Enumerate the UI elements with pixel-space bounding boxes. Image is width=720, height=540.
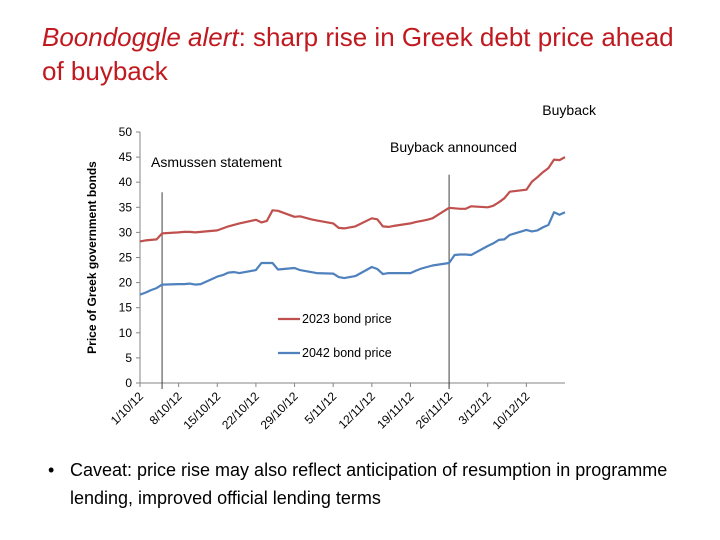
chart-axes bbox=[136, 131, 565, 387]
x-tick-label: 19/11/12 bbox=[374, 389, 417, 432]
y-tick-label: 50 bbox=[119, 125, 133, 139]
annotation-asmussen: Asmussen statement bbox=[151, 154, 282, 170]
price-chart: 0 5 10 15 20 25 30 35 40 45 50 Price of Greek gover… bbox=[85, 102, 597, 432]
bullet-text: Caveat: price rise may also reflect anti… bbox=[70, 460, 668, 508]
x-tick-label: 12/11/12 bbox=[336, 389, 379, 432]
legend-label-1: 2023 bond price bbox=[302, 312, 392, 326]
slide-title: Boondoggle alert: sharp rise in Greek de… bbox=[42, 20, 702, 88]
y-tick-label: 5 bbox=[125, 351, 132, 365]
annotation-buyback: Buyback bbox=[542, 102, 597, 118]
y-tick-label: 40 bbox=[119, 175, 133, 189]
chart-marks bbox=[139, 156, 566, 389]
x-tick-label: 29/10/12 bbox=[258, 389, 301, 432]
y-tick-label: 25 bbox=[119, 251, 133, 265]
x-tick-label: 10/12/12 bbox=[490, 389, 533, 432]
y-tick-label: 35 bbox=[119, 200, 133, 214]
annotation-buyback-announced: Buyback announced bbox=[390, 139, 517, 155]
y-tick-label: 15 bbox=[119, 301, 133, 315]
x-tick-label: 5/11/12 bbox=[302, 389, 340, 427]
y-tick-label: 10 bbox=[119, 326, 133, 340]
bullet-marker: • bbox=[48, 460, 55, 480]
x-tick-label: 8/10/12 bbox=[147, 389, 185, 427]
y-tick-label: 30 bbox=[119, 225, 133, 239]
y-tick-label: 0 bbox=[125, 376, 132, 390]
y-tick-label: 20 bbox=[119, 276, 133, 290]
series-line-2 bbox=[139, 211, 566, 296]
slide-title-italic: Boondoggle alert bbox=[42, 22, 239, 52]
x-tick-label: 26/11/12 bbox=[413, 389, 456, 432]
slide-title-rest: : sharp rise in Greek debt price ahead o… bbox=[42, 22, 674, 86]
x-tick-label: 22/10/12 bbox=[219, 389, 262, 432]
legend-label-2: 2042 bond price bbox=[302, 346, 392, 360]
y-tick-label: 45 bbox=[119, 150, 133, 164]
y-axis-title: Price of Greek government bonds bbox=[85, 161, 99, 354]
x-tick-label: 15/10/12 bbox=[180, 389, 223, 432]
x-tick-label: 3/12/12 bbox=[456, 389, 494, 427]
caveat-bullet: • Caveat: price rise may also reflect an… bbox=[48, 456, 698, 512]
series-line-1 bbox=[139, 156, 566, 243]
x-tick-label: 1/10/12 bbox=[108, 389, 146, 427]
